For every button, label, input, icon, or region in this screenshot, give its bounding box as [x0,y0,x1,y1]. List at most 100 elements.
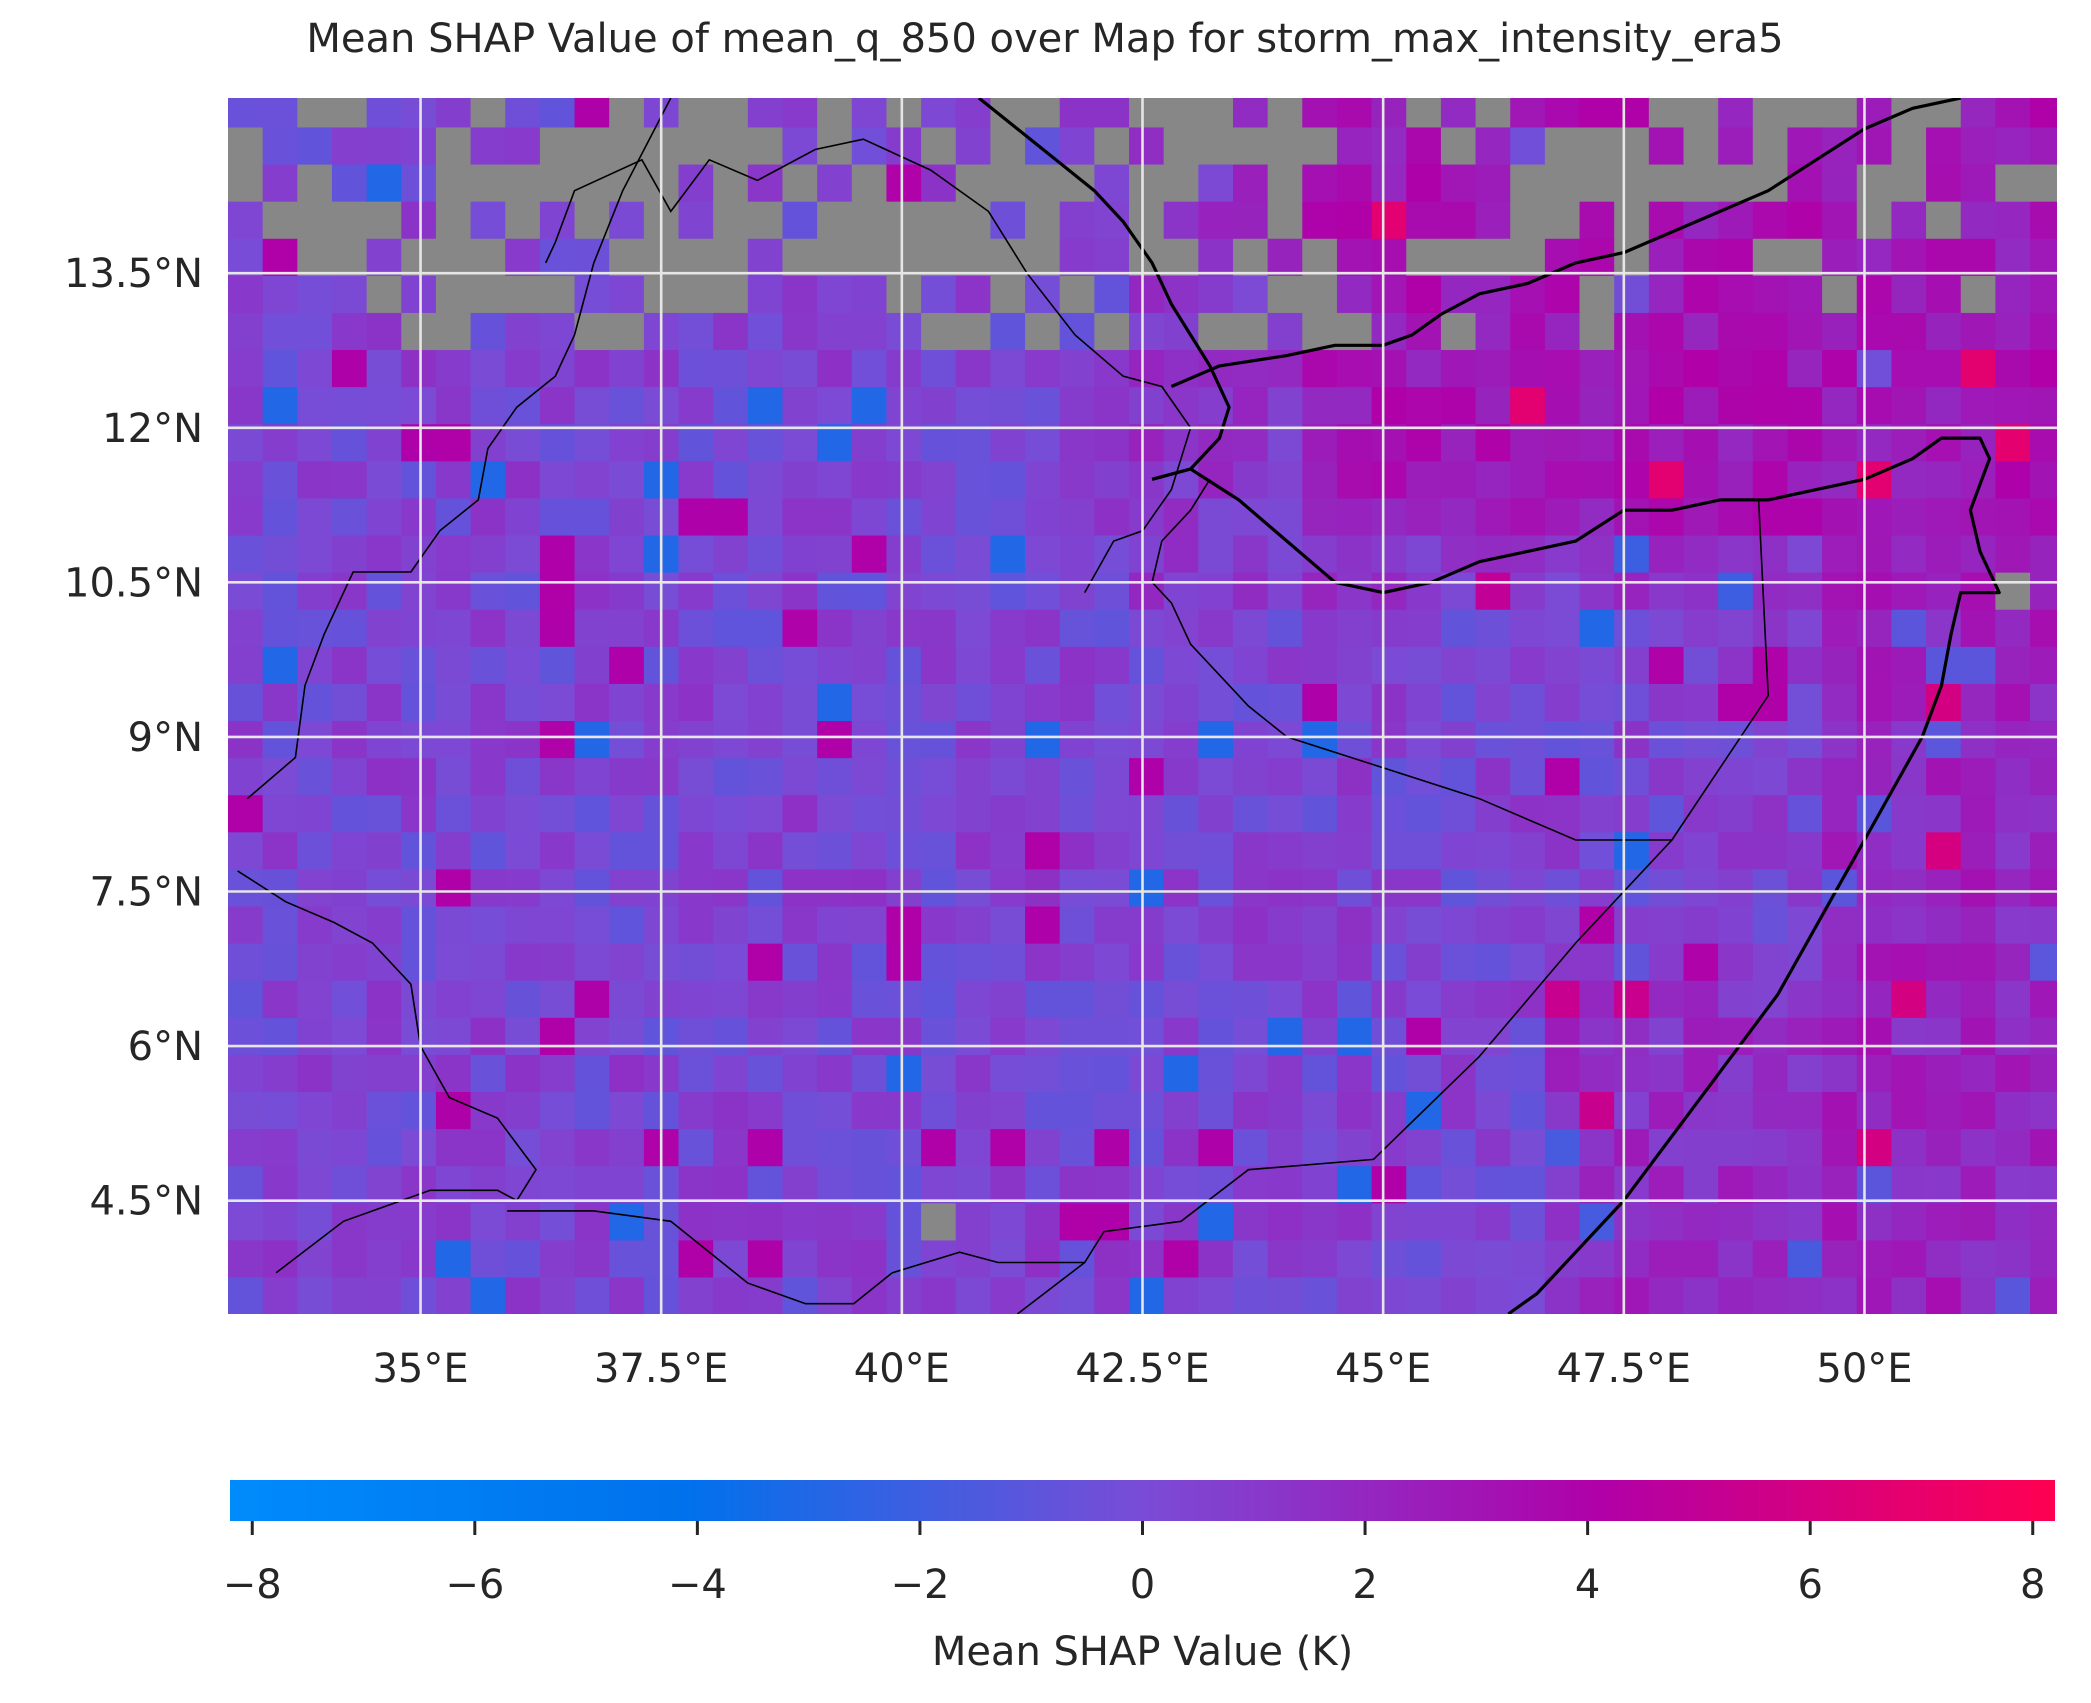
heatmap-cell [1579,980,1615,1018]
heatmap-cell [1752,423,1789,462]
heatmap-cell [1371,497,1407,536]
heatmap-cell [1544,163,1581,202]
heatmap-cell [1232,1276,1269,1314]
heatmap-cell [1232,980,1269,1018]
heatmap-cell [505,1054,541,1093]
heatmap-cell [1475,1165,1511,1204]
heatmap-cell [1129,163,1165,202]
y-tick-label: 12°N [102,406,203,452]
heatmap-cell [782,905,818,944]
heatmap-cell [262,163,298,202]
heatmap-cell [2030,905,2057,944]
heatmap-cell [1475,1202,1511,1241]
heatmap-cell [1544,1239,1581,1278]
heatmap-cell [1025,460,1061,499]
country-border [246,98,672,800]
heatmap-cell [713,126,749,165]
heatmap-cell [990,275,1026,313]
heatmap-cell [1371,757,1407,796]
heatmap-cell [401,534,437,573]
heatmap-cell [1614,312,1650,351]
heatmap-cell [1267,609,1303,647]
heatmap-cell [1856,720,1893,759]
heatmap-cell [1510,126,1546,165]
heatmap-cell [1891,1165,1927,1204]
heatmap-cell [1960,312,1996,351]
heatmap-cell [1336,163,1373,202]
heatmap-cell [1856,238,1893,276]
heatmap-cell [782,349,818,388]
heatmap-cell [331,386,368,425]
heatmap-cell [1752,460,1789,499]
heatmap-cell [366,1239,402,1278]
heatmap-cell [1163,794,1199,833]
heatmap-cell [1544,1128,1581,1167]
heatmap-cell [1856,683,1893,722]
heatmap-cell [574,794,610,833]
heatmap-cell [990,868,1026,907]
heatmap-cell [539,1239,576,1278]
heatmap-cell [1718,943,1754,981]
heatmap-cell [1302,534,1338,573]
heatmap-cell [1891,794,1927,833]
heatmap-cell [1475,980,1511,1018]
heatmap-cell [297,163,333,202]
heatmap-cell [1198,534,1234,573]
heatmap-cell [1926,1017,1962,1055]
x-tick-label: 50°E [1816,1346,1912,1392]
heatmap-cell [990,720,1026,759]
heatmap-cell [851,868,888,907]
heatmap-cell [1510,1017,1546,1055]
heatmap-cell [470,349,506,388]
heatmap-cell [1960,201,1996,239]
heatmap-cell [1510,943,1546,981]
heatmap-cell [678,349,714,388]
heatmap-cell [1544,98,1581,128]
heatmap-cell [1683,423,1719,462]
heatmap-cell [990,572,1026,610]
heatmap-cell [1614,757,1650,796]
heatmap-cell [228,275,264,313]
heatmap-cell [1510,794,1546,833]
heatmap-cell [539,312,576,351]
heatmap-cell [1683,534,1719,573]
heatmap-cell [2030,312,2057,351]
heatmap-cell [1822,794,1858,833]
heatmap-cell [574,201,610,239]
heatmap-cell [331,312,368,351]
heatmap-cell [1232,460,1269,499]
heatmap-cell [435,1054,472,1093]
heatmap-cell [921,1202,957,1241]
heatmap-cell [1371,831,1407,870]
heatmap-cell [1995,1091,2031,1130]
chart-title: Mean SHAP Value of mean_q_850 over Map f… [306,16,1783,62]
heatmap-cell [747,794,784,833]
heatmap-cell [1059,1202,1095,1241]
heatmap-cell [1440,1202,1477,1241]
heatmap-cell [1475,757,1511,796]
heatmap-cell [1406,1202,1442,1241]
heatmap-cell [1718,98,1754,128]
heatmap-cell [1302,1202,1338,1241]
heatmap-cell [1475,534,1511,573]
heatmap-cell [539,794,576,833]
heatmap-cell [678,794,714,833]
heatmap-cell [1025,720,1061,759]
heatmap-cell [851,126,888,165]
heatmap-cell [782,1091,818,1130]
heatmap-cell [1371,794,1407,833]
heatmap-cell [851,423,888,462]
heatmap-cell [1960,572,1996,610]
heatmap-cell [539,943,576,981]
heatmap-cell [990,943,1026,981]
heatmap-cell [678,126,714,165]
heatmap-cell [1440,572,1477,610]
heatmap-cell [1267,1054,1303,1093]
heatmap-cell [886,683,922,722]
heatmap-cell [539,757,576,796]
x-tick-label: 40°E [854,1346,950,1392]
heatmap-cell [2030,572,2057,610]
heatmap-cell [817,980,853,1018]
heatmap-cell [401,460,437,499]
heatmap-cell [886,460,922,499]
